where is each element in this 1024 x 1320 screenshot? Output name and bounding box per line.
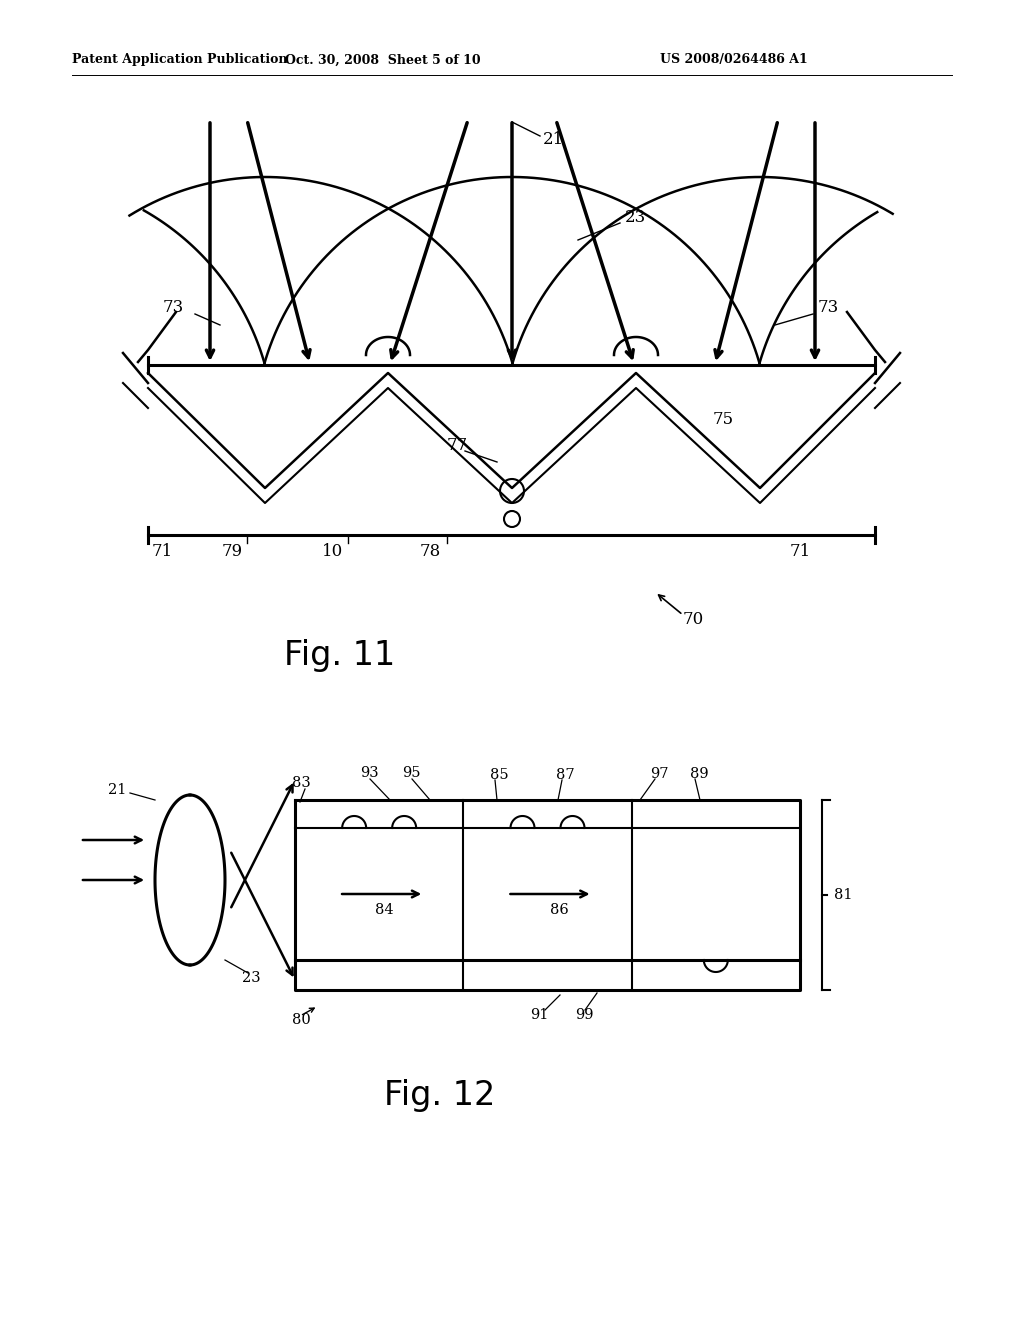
Text: 83: 83 [292, 776, 310, 789]
Text: 91: 91 [530, 1008, 549, 1022]
Text: 86: 86 [550, 903, 569, 917]
Text: 99: 99 [575, 1008, 594, 1022]
Text: 93: 93 [360, 766, 379, 780]
Text: 23: 23 [625, 210, 646, 227]
Text: Fig. 12: Fig. 12 [384, 1078, 496, 1111]
Text: 97: 97 [650, 767, 669, 781]
Text: 79: 79 [222, 544, 243, 561]
Text: 89: 89 [690, 767, 709, 781]
Text: 75: 75 [713, 412, 734, 429]
Text: 73: 73 [818, 300, 840, 317]
Text: 73: 73 [163, 300, 184, 317]
Text: 85: 85 [490, 768, 509, 781]
Text: 21: 21 [543, 132, 564, 149]
Text: 70: 70 [683, 611, 705, 628]
Text: 95: 95 [402, 766, 421, 780]
Text: Oct. 30, 2008  Sheet 5 of 10: Oct. 30, 2008 Sheet 5 of 10 [286, 54, 481, 66]
Text: 21: 21 [108, 783, 126, 797]
Text: 10: 10 [322, 544, 343, 561]
Text: Fig. 11: Fig. 11 [285, 639, 395, 672]
Text: Patent Application Publication: Patent Application Publication [72, 54, 288, 66]
Text: 80: 80 [292, 1012, 310, 1027]
Text: 71: 71 [790, 544, 811, 561]
Text: 78: 78 [420, 544, 441, 561]
Text: US 2008/0264486 A1: US 2008/0264486 A1 [660, 54, 808, 66]
Text: 77: 77 [447, 437, 468, 454]
Text: 84: 84 [375, 903, 393, 917]
Text: 87: 87 [556, 768, 574, 781]
Text: 23: 23 [242, 972, 261, 985]
Text: 71: 71 [152, 544, 173, 561]
Text: 81: 81 [834, 888, 853, 902]
